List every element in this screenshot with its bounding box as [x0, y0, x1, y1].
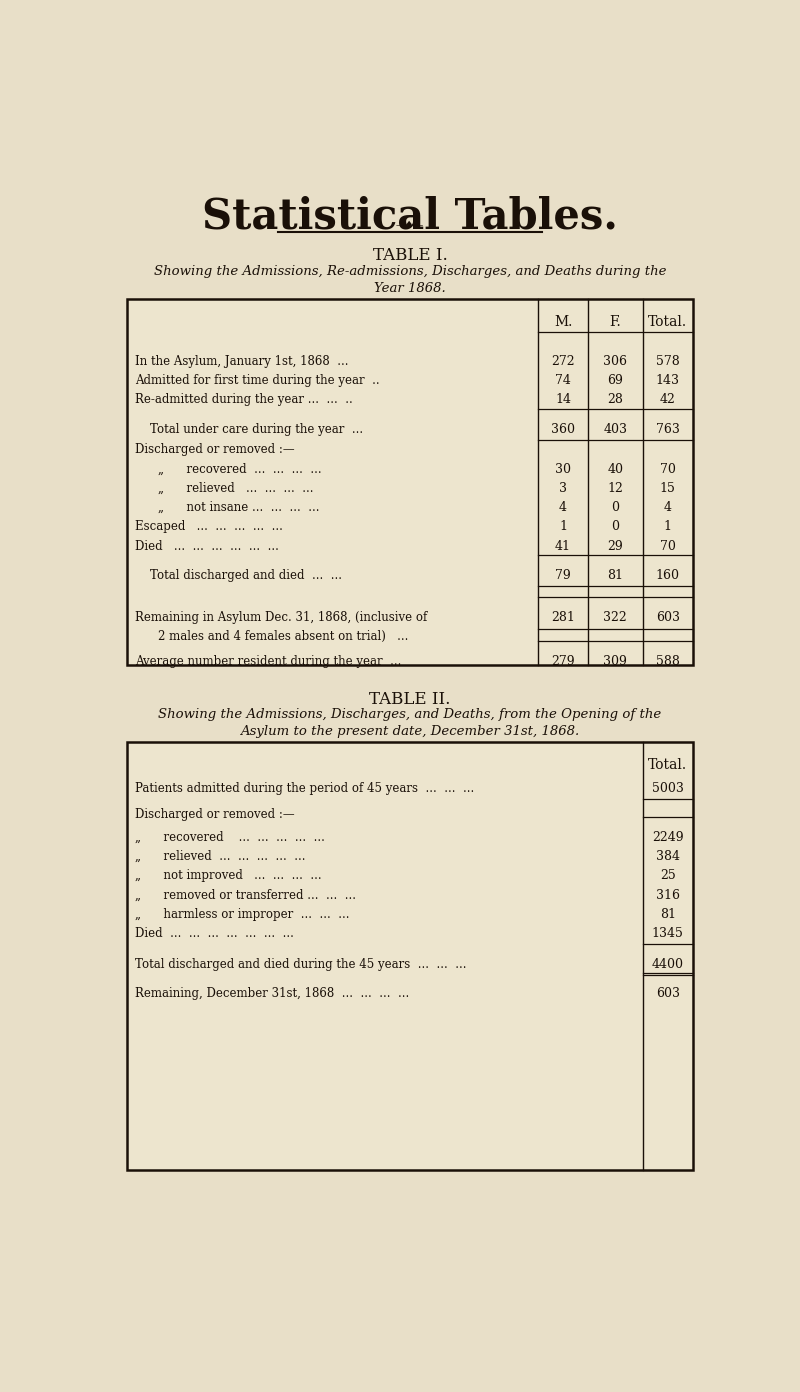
- Text: 603: 603: [656, 611, 680, 625]
- Text: 15: 15: [660, 482, 676, 496]
- Text: „      recovered    ...  ...  ...  ...  ...: „ recovered ... ... ... ... ...: [135, 831, 325, 844]
- Text: 4: 4: [559, 501, 567, 514]
- Text: 3: 3: [559, 482, 567, 496]
- Text: Total under care during the year  ...: Total under care during the year ...: [135, 423, 363, 436]
- Text: Re-admitted during the year ...  ...  ..: Re-admitted during the year ... ... ..: [135, 394, 353, 406]
- Text: Died  ...  ...  ...  ...  ...  ...  ...: Died ... ... ... ... ... ... ...: [135, 927, 294, 940]
- Text: Remaining, December 31st, 1868  ...  ...  ...  ...: Remaining, December 31st, 1868 ... ... .…: [135, 987, 409, 999]
- Text: 42: 42: [660, 394, 676, 406]
- Text: 2249: 2249: [652, 831, 683, 844]
- Text: —♦—: —♦—: [396, 221, 424, 230]
- Text: „      harmless or improper  ...  ...  ...: „ harmless or improper ... ... ...: [135, 908, 350, 920]
- Text: M.: M.: [554, 315, 572, 329]
- Text: TABLE I.: TABLE I.: [373, 248, 447, 264]
- Text: 12: 12: [607, 482, 623, 496]
- Text: 0: 0: [611, 521, 619, 533]
- Text: 0: 0: [611, 501, 619, 514]
- Text: 28: 28: [607, 394, 623, 406]
- Text: 763: 763: [656, 423, 680, 436]
- Text: Escaped   ...  ...  ...  ...  ...: Escaped ... ... ... ... ...: [135, 521, 282, 533]
- Text: 403: 403: [603, 423, 627, 436]
- Text: Total.: Total.: [648, 315, 687, 329]
- Text: F.: F.: [610, 315, 622, 329]
- Text: 74: 74: [555, 374, 571, 387]
- Text: 384: 384: [656, 851, 680, 863]
- Text: 81: 81: [607, 569, 623, 582]
- Text: 272: 272: [551, 355, 575, 367]
- Text: Statistical Tables.: Statistical Tables.: [202, 195, 618, 238]
- Text: 14: 14: [555, 394, 571, 406]
- Text: 360: 360: [551, 423, 575, 436]
- Text: 70: 70: [660, 540, 676, 553]
- Text: 4400: 4400: [652, 958, 684, 970]
- Text: 40: 40: [607, 462, 623, 476]
- Text: „      recovered  ...  ...  ...  ...: „ recovered ... ... ... ...: [158, 462, 322, 476]
- Text: Year 1868.: Year 1868.: [374, 281, 446, 295]
- Text: „      removed or transferred ...  ...  ...: „ removed or transferred ... ... ...: [135, 888, 356, 902]
- Text: 322: 322: [603, 611, 627, 625]
- Text: 69: 69: [607, 374, 623, 387]
- Text: 2 males and 4 females absent on trial)   ...: 2 males and 4 females absent on trial) .…: [158, 629, 409, 643]
- Text: Total discharged and died during the 45 years  ...  ...  ...: Total discharged and died during the 45 …: [135, 958, 466, 970]
- Text: Discharged or removed :—: Discharged or removed :—: [135, 807, 294, 821]
- Text: 79: 79: [555, 569, 571, 582]
- Text: 309: 309: [603, 656, 627, 668]
- Text: Average number resident during the year  ...: Average number resident during the year …: [135, 656, 402, 668]
- Text: 25: 25: [660, 869, 675, 883]
- Text: „      relieved   ...  ...  ...  ...: „ relieved ... ... ... ...: [158, 482, 314, 496]
- Text: 316: 316: [656, 888, 680, 902]
- Text: TABLE II.: TABLE II.: [370, 690, 450, 707]
- Text: 279: 279: [551, 656, 575, 668]
- Text: Showing the Admissions, Discharges, and Deaths, from the Opening of the: Showing the Admissions, Discharges, and …: [158, 707, 662, 721]
- Text: 1: 1: [559, 521, 567, 533]
- Text: 306: 306: [603, 355, 627, 367]
- Text: 143: 143: [656, 374, 680, 387]
- Text: 29: 29: [607, 540, 623, 553]
- Bar: [127, 742, 693, 1169]
- Text: Patients admitted during the period of 45 years  ...  ...  ...: Patients admitted during the period of 4…: [135, 782, 474, 795]
- Text: „      not insane ...  ...  ...  ...: „ not insane ... ... ... ...: [158, 501, 320, 514]
- Text: 70: 70: [660, 462, 676, 476]
- Text: 578: 578: [656, 355, 679, 367]
- Text: Discharged or removed :—: Discharged or removed :—: [135, 444, 294, 457]
- Text: 281: 281: [551, 611, 575, 625]
- Text: 603: 603: [656, 987, 680, 999]
- Text: 81: 81: [660, 908, 676, 920]
- Bar: [127, 299, 693, 665]
- Text: 1345: 1345: [652, 927, 684, 940]
- Text: 1: 1: [664, 521, 672, 533]
- Text: Admitted for first time during the year  ..: Admitted for first time during the year …: [135, 374, 379, 387]
- Text: 5003: 5003: [652, 782, 684, 795]
- Text: Died   ...  ...  ...  ...  ...  ...: Died ... ... ... ... ... ...: [135, 540, 278, 553]
- Text: Remaining in Asylum Dec. 31, 1868, (inclusive of: Remaining in Asylum Dec. 31, 1868, (incl…: [135, 611, 427, 625]
- Text: 4: 4: [664, 501, 672, 514]
- Text: 30: 30: [555, 462, 571, 476]
- Text: In the Asylum, January 1st, 1868  ...: In the Asylum, January 1st, 1868 ...: [135, 355, 348, 367]
- Text: Showing the Admissions, Re-admissions, Discharges, and Deaths during the: Showing the Admissions, Re-admissions, D…: [154, 264, 666, 278]
- Text: „      relieved  ...  ...  ...  ...  ...: „ relieved ... ... ... ... ...: [135, 851, 306, 863]
- Text: Asylum to the present date, December 31st, 1868.: Asylum to the present date, December 31s…: [240, 724, 580, 738]
- Text: Total.: Total.: [648, 757, 687, 771]
- Text: „      not improved   ...  ...  ...  ...: „ not improved ... ... ... ...: [135, 869, 322, 883]
- Text: 160: 160: [656, 569, 680, 582]
- Text: 588: 588: [656, 656, 680, 668]
- Text: 41: 41: [555, 540, 571, 553]
- Text: Total discharged and died  ...  ...: Total discharged and died ... ...: [135, 569, 342, 582]
